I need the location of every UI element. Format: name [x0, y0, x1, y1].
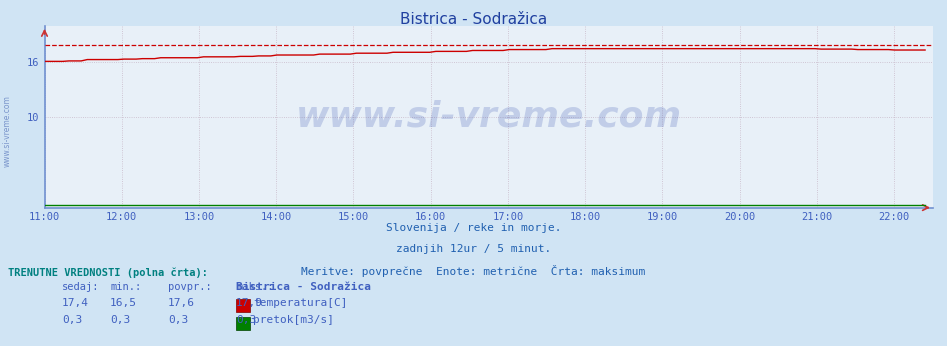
Text: 17,6: 17,6 — [168, 298, 195, 308]
Text: Slovenija / reke in morje.: Slovenija / reke in morje. — [385, 223, 562, 233]
Text: temperatura[C]: temperatura[C] — [253, 298, 348, 308]
Text: povpr.:: povpr.: — [168, 282, 212, 292]
Text: 0,3: 0,3 — [110, 315, 131, 325]
Text: zadnjih 12ur / 5 minut.: zadnjih 12ur / 5 minut. — [396, 244, 551, 254]
Text: 16,5: 16,5 — [110, 298, 137, 308]
Text: 17,4: 17,4 — [62, 298, 89, 308]
Text: 0,3: 0,3 — [168, 315, 188, 325]
Text: maks.:: maks.: — [236, 282, 274, 292]
Text: 0,3: 0,3 — [62, 315, 82, 325]
Text: www.si-vreme.com: www.si-vreme.com — [295, 100, 682, 134]
Text: Meritve: povprečne  Enote: metrične  Črta: maksimum: Meritve: povprečne Enote: metrične Črta:… — [301, 265, 646, 277]
Text: Bistrica - Sodražica: Bistrica - Sodražica — [400, 12, 547, 27]
Text: Bistrica - Sodražica: Bistrica - Sodražica — [236, 282, 371, 292]
Text: pretok[m3/s]: pretok[m3/s] — [253, 315, 334, 325]
Text: 0,3: 0,3 — [236, 315, 257, 325]
Text: sedaj:: sedaj: — [62, 282, 99, 292]
Text: TRENUTNE VREDNOSTI (polna črta):: TRENUTNE VREDNOSTI (polna črta): — [8, 268, 208, 279]
Text: 17,9: 17,9 — [236, 298, 263, 308]
Text: min.:: min.: — [110, 282, 141, 292]
Text: www.si-vreme.com: www.si-vreme.com — [3, 95, 12, 167]
